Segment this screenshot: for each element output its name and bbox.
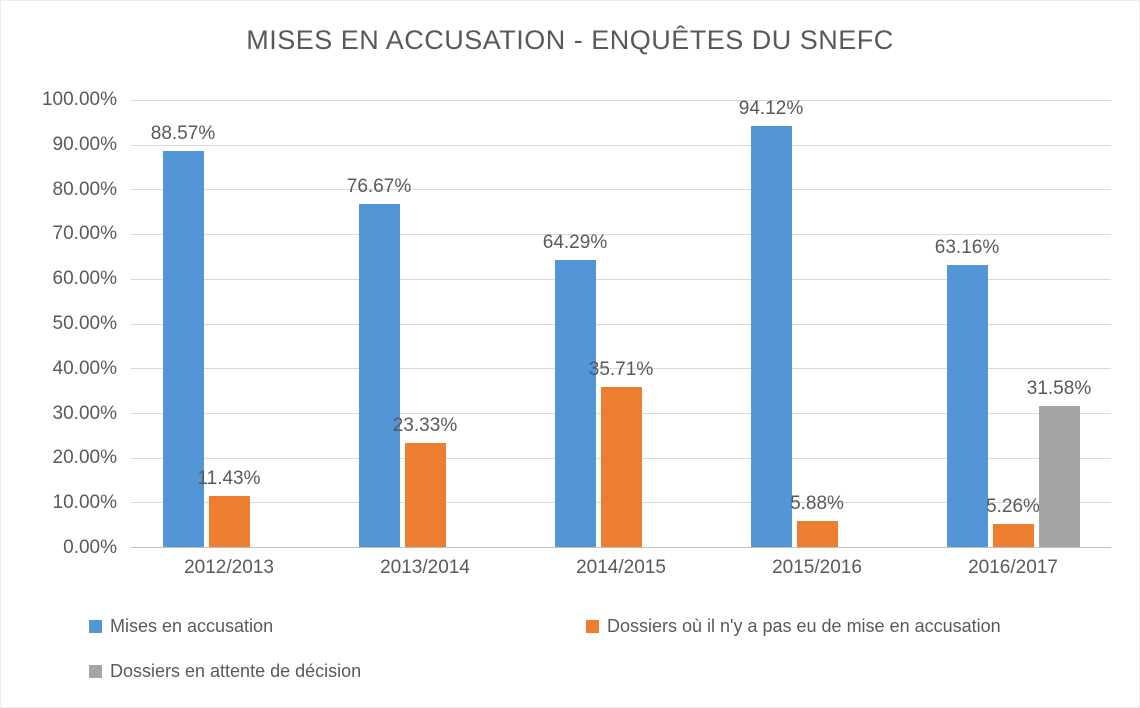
legend-item-pas-de-mise-en-accusation: Dossiers où il n'y a pas eu de mise en a… bbox=[586, 616, 1001, 637]
bar-value-label: 94.12% bbox=[738, 98, 804, 120]
bar-slot: 5.88% bbox=[790, 100, 844, 547]
plot-area: 88.57% 11.43% 76.67% 23.33% 64.29% 35.71% 94.1… bbox=[131, 98, 1111, 548]
bar-mises-en-accusation: 63.16% bbox=[935, 237, 999, 547]
gridline bbox=[131, 100, 1111, 101]
bar-value-label: 63.16% bbox=[934, 236, 1000, 258]
bar-slot: 5.26% bbox=[986, 100, 1040, 547]
legend-item-attente-de-decision: Dossiers en attente de décision bbox=[89, 661, 586, 682]
y-tick-label: 10.00% bbox=[52, 492, 117, 514]
gridline bbox=[131, 323, 1111, 325]
y-tick-label: 80.00% bbox=[52, 178, 117, 200]
y-tick-label: 40.00% bbox=[52, 357, 117, 379]
bar-value-label: 76.67% bbox=[346, 176, 412, 198]
legend-item-mises-en-accusation: Mises en accusation bbox=[89, 616, 586, 637]
bar-group-2012-2013: 88.57% 11.43% bbox=[131, 100, 327, 547]
bar-value-label: 11.43% bbox=[197, 467, 261, 489]
legend-label: Dossiers en attente de décision bbox=[110, 661, 362, 681]
bar-slot: 23.33% bbox=[393, 100, 457, 547]
x-axis-label: 2013/2014 bbox=[380, 557, 470, 578]
y-tick-label: 90.00% bbox=[52, 133, 117, 155]
bar-value-label: 35.71% bbox=[588, 359, 654, 381]
y-tick-label: 70.00% bbox=[52, 223, 117, 245]
bar-slot: 76.67% bbox=[347, 100, 411, 547]
bar-slot: 88.57% bbox=[151, 100, 215, 547]
bar-group-2016-2017: 63.16% 5.26% 31.58% bbox=[915, 100, 1111, 547]
bar-slot bbox=[255, 100, 296, 547]
bar-groups: 88.57% 11.43% 76.67% 23.33% 64.29% 35.71% 94.1… bbox=[131, 98, 1111, 547]
y-axis: 100.00% 90.00% 80.00% 70.00% 60.00% 50.00% 40.… bbox=[1, 89, 131, 558]
bar-slot: 94.12% bbox=[739, 98, 803, 547]
legend-label: Dossiers où il n'y a pas eu de mise en a… bbox=[607, 616, 1001, 636]
y-tick-label: 50.00% bbox=[52, 313, 117, 334]
bar-pas-de-mise-en-accusation: 35.71% bbox=[589, 359, 653, 547]
bar-slot: 31.58% bbox=[1027, 100, 1091, 547]
bar-pas-de-mise-en-accusation: 5.88% bbox=[790, 493, 844, 547]
y-tick-label: 20.00% bbox=[52, 447, 117, 469]
legend-label: Mises en accusation bbox=[110, 616, 274, 636]
bar-group-2015-2016: 94.12% 5.88% bbox=[719, 98, 915, 547]
bar-value-label: 23.33% bbox=[392, 414, 458, 436]
bar-value-label: 31.58% bbox=[1026, 377, 1092, 399]
bar-slot bbox=[451, 100, 492, 547]
bar-mises-en-accusation: 76.67% bbox=[347, 176, 411, 547]
gridline bbox=[131, 189, 1111, 191]
bar-value-label: 64.29% bbox=[542, 231, 608, 253]
bar-pas-de-mise-en-accusation: 5.26% bbox=[986, 496, 1040, 547]
bar-value-label: 88.57% bbox=[150, 123, 216, 145]
bar-value-label: 5.26% bbox=[986, 495, 1040, 517]
x-axis-label: 2014/2015 bbox=[576, 557, 666, 578]
gridline bbox=[131, 234, 1111, 236]
x-axis-label: 2012/2013 bbox=[184, 557, 274, 578]
bar-slot: 11.43% bbox=[197, 100, 261, 547]
legend-marker-icon bbox=[89, 665, 102, 678]
bar-mises-en-accusation: 64.29% bbox=[543, 232, 607, 547]
gridline bbox=[131, 368, 1111, 370]
bar-slot: 64.29% bbox=[543, 100, 607, 547]
legend: Mises en accusation Dossiers où il n'y a … bbox=[89, 616, 1099, 682]
y-tick-label: 30.00% bbox=[52, 402, 117, 424]
bar-pas-de-mise-en-accusation: 23.33% bbox=[393, 415, 457, 547]
chart-title: MISES EN ACCUSATION - ENQUÊTES DU SNEFC bbox=[246, 25, 894, 55]
bar-value-label: 5.88% bbox=[790, 492, 844, 514]
bar-slot: 63.16% bbox=[935, 100, 999, 547]
bar-mises-en-accusation: 94.12% bbox=[739, 98, 803, 547]
bar-slot: 35.71% bbox=[589, 100, 653, 547]
y-tick-label: 0.00% bbox=[63, 537, 117, 558]
legend-marker-icon bbox=[586, 620, 599, 633]
x-axis-label: 2016/2017 bbox=[968, 557, 1058, 578]
y-tick-label: 100.00% bbox=[41, 89, 117, 110]
bar-slot bbox=[647, 100, 688, 547]
gridline bbox=[131, 144, 1111, 146]
bar-group-2014-2015: 64.29% 35.71% bbox=[523, 100, 719, 547]
bar-mises-en-accusation: 88.57% bbox=[151, 123, 215, 547]
gridline bbox=[131, 278, 1111, 280]
bar-pas-de-mise-en-accusation: 11.43% bbox=[197, 468, 261, 547]
bar-slot bbox=[843, 100, 884, 547]
bar-attente-de-decision: 31.58% bbox=[1027, 378, 1091, 547]
bar-group-2013-2014: 76.67% 23.33% bbox=[327, 100, 523, 547]
legend-marker-icon bbox=[89, 620, 102, 633]
y-tick-label: 60.00% bbox=[52, 268, 117, 290]
x-axis: 2012/2013 2013/2014 2014/2015 2015/2016 2016… bbox=[131, 557, 1111, 579]
x-axis-label: 2015/2016 bbox=[772, 557, 862, 578]
